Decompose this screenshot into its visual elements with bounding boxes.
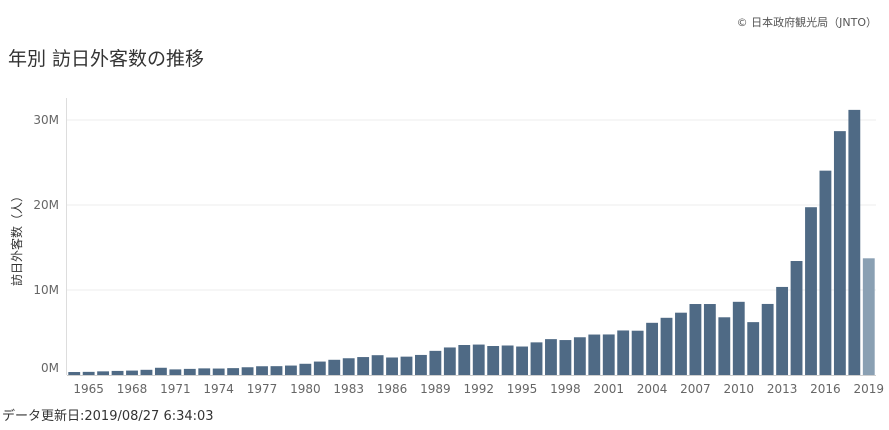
bar-2014[interactable]	[790, 261, 803, 375]
bar-1965[interactable]	[82, 371, 95, 375]
bar-2015[interactable]	[805, 207, 817, 375]
bar-1998[interactable]	[559, 340, 572, 375]
x-tick-label: 2019	[854, 382, 885, 396]
bar-1974[interactable]	[212, 368, 225, 375]
bar-1976[interactable]	[241, 367, 254, 375]
x-tick-label: 2010	[723, 382, 754, 396]
bar-1975[interactable]	[227, 368, 240, 375]
bar-1969[interactable]	[140, 369, 153, 375]
x-tick-label: 1989	[420, 382, 451, 396]
bar-1988[interactable]	[415, 354, 427, 375]
x-tick-label: 1992	[463, 382, 494, 396]
bar-2005[interactable]	[660, 317, 673, 375]
x-tick-label: 1974	[203, 382, 234, 396]
bar-1983[interactable]	[342, 358, 355, 375]
x-tick-label: 1995	[507, 382, 538, 396]
x-tick-label: 1980	[290, 382, 321, 396]
bar-2012[interactable]	[761, 303, 774, 375]
gridlines	[67, 119, 876, 291]
bar-1978[interactable]	[270, 366, 283, 375]
x-axis: 1965 1968 1971 1974 1977 1980 1983 1986 1989 1992…	[67, 375, 885, 396]
bars	[68, 109, 875, 376]
bar-2002[interactable]	[617, 330, 630, 375]
x-tick-label: 1998	[550, 382, 581, 396]
bar-1966[interactable]	[97, 371, 110, 375]
bar-1992[interactable]	[472, 344, 485, 375]
bar-1997[interactable]	[545, 339, 557, 375]
bar-1990[interactable]	[443, 347, 456, 375]
bar-2013[interactable]	[776, 286, 789, 375]
bar-1968[interactable]	[126, 370, 138, 375]
bar-2008[interactable]	[703, 304, 716, 375]
bar-2019[interactable]	[862, 258, 875, 375]
bar-1970[interactable]	[154, 367, 167, 375]
x-tick-label: 1965	[73, 382, 104, 396]
bar-1999[interactable]	[573, 337, 586, 375]
copyright-notice: © 日本政府観光局（JNTO）	[736, 16, 877, 29]
x-tick-label: 1983	[333, 382, 364, 396]
x-tick-label: 2016	[810, 382, 841, 396]
y-tick-label: 10M	[33, 283, 59, 297]
y-axis: 0M 10M 20M 30M	[33, 98, 67, 375]
bar-1982[interactable]	[328, 359, 341, 375]
bar-1971[interactable]	[169, 369, 182, 375]
bar-1996[interactable]	[530, 342, 543, 375]
bar-chart: 0M 10M 20M 30M 1965 1968 1971 1974 1977 1980 1983…	[9, 98, 885, 396]
bar-1973[interactable]	[198, 368, 211, 375]
bar-1980[interactable]	[299, 363, 312, 375]
bar-1989[interactable]	[429, 350, 442, 375]
bar-2003[interactable]	[631, 330, 644, 375]
bar-1995[interactable]	[516, 346, 528, 375]
bar-1987[interactable]	[400, 356, 413, 375]
bar-1993[interactable]	[487, 346, 500, 375]
chart-title: 年別 訪日外客数の推移	[8, 48, 205, 70]
bar-2011[interactable]	[747, 322, 760, 375]
bar-1986[interactable]	[386, 357, 398, 375]
bar-1985[interactable]	[371, 355, 384, 375]
bar-2001[interactable]	[602, 334, 615, 375]
bar-2010[interactable]	[732, 301, 745, 375]
bar-1979[interactable]	[285, 365, 297, 375]
x-tick-label: 2001	[593, 382, 624, 396]
y-axis-label: 訪日外客数（人）	[9, 190, 24, 286]
x-tick-label: 1977	[247, 382, 278, 396]
bar-1967[interactable]	[111, 370, 124, 375]
bar-2009[interactable]	[718, 317, 731, 375]
data-updated-label: データ更新日:2019/08/27 6:34:03	[2, 409, 214, 424]
x-tick-label: 2007	[680, 382, 711, 396]
bar-2006[interactable]	[675, 312, 687, 375]
bar-2017[interactable]	[833, 131, 846, 375]
y-tick-label: 30M	[33, 113, 59, 127]
bar-2004[interactable]	[646, 322, 659, 375]
bar-2018[interactable]	[848, 109, 861, 375]
x-tick-label: 2004	[637, 382, 668, 396]
x-tick-label: 1968	[117, 382, 148, 396]
bar-1964[interactable]	[68, 372, 81, 375]
x-tick-label: 1986	[377, 382, 408, 396]
x-tick-label: 1971	[160, 382, 191, 396]
bar-1977[interactable]	[256, 366, 268, 375]
bar-2016[interactable]	[819, 170, 832, 375]
bar-2007[interactable]	[689, 304, 702, 375]
y-tick-label: 0M	[41, 361, 59, 375]
bar-1994[interactable]	[501, 345, 514, 376]
bar-1972[interactable]	[183, 368, 196, 375]
x-tick-label: 2013	[767, 382, 798, 396]
bar-1991[interactable]	[458, 345, 471, 375]
bar-2000[interactable]	[588, 334, 601, 375]
y-tick-label: 20M	[33, 198, 59, 212]
bar-1984[interactable]	[357, 357, 370, 375]
bar-1981[interactable]	[313, 361, 326, 375]
